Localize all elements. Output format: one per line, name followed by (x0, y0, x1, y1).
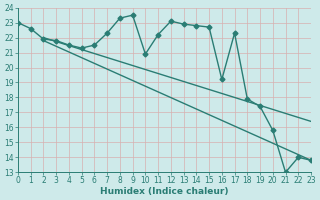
X-axis label: Humidex (Indice chaleur): Humidex (Indice chaleur) (100, 187, 229, 196)
